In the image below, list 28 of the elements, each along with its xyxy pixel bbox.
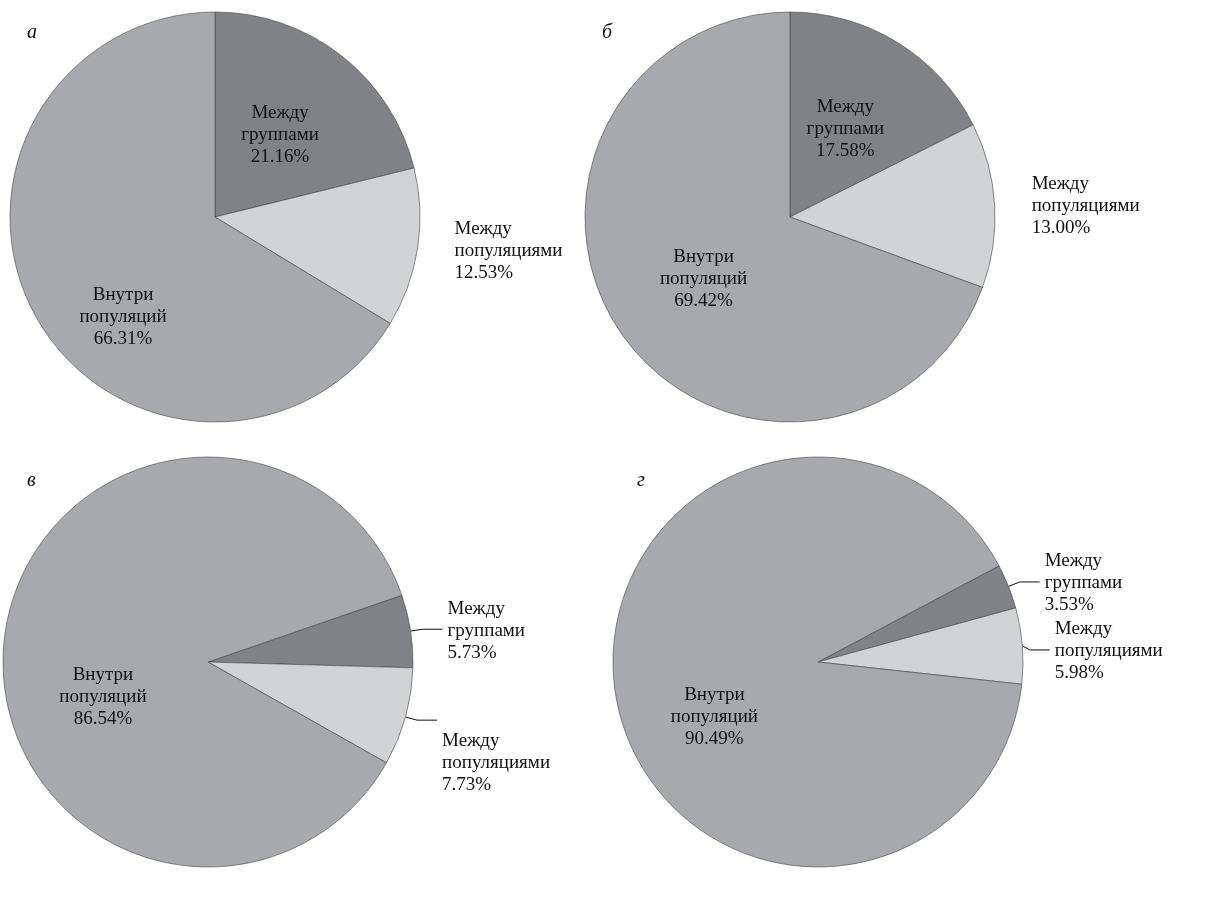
data-label: 90.49%	[685, 727, 744, 749]
data-label: 5.73%	[447, 640, 497, 662]
slice-label: Между популяциями	[442, 728, 551, 772]
data-label: 21.16%	[250, 145, 310, 167]
slice-label: Между популяциями	[454, 217, 563, 261]
slice-label: Внутри популяций	[670, 683, 759, 727]
chart-title: а	[27, 20, 37, 42]
slice-label: Внутри популяций	[79, 283, 167, 327]
data-label: 17.58%	[816, 138, 875, 160]
slice-label: Между популяциями	[1054, 617, 1163, 661]
slice-label: Внутри популяций	[59, 662, 147, 706]
data-label: 7.73%	[442, 772, 492, 794]
slice-label: Между популяциями	[1031, 171, 1140, 215]
data-label: 5.98%	[1054, 661, 1105, 683]
slice-label: Между группами	[241, 101, 319, 145]
slice-label: Внутри популяций	[659, 244, 748, 288]
data-label: 86.54%	[73, 706, 133, 728]
slice-label: Между группами	[806, 94, 885, 138]
text: г	[637, 468, 645, 490]
data-label: 69.42%	[674, 288, 733, 310]
data-label: 13.00%	[1031, 215, 1091, 237]
data-label: 3.53%	[1044, 593, 1094, 615]
data-label: 66.31%	[93, 327, 153, 349]
text: в	[27, 468, 36, 490]
slice-label: Между группами	[1044, 549, 1123, 593]
data-label: 12.53%	[454, 261, 514, 283]
chart-title: б	[602, 20, 613, 42]
slice-label: Между группами	[447, 596, 526, 640]
